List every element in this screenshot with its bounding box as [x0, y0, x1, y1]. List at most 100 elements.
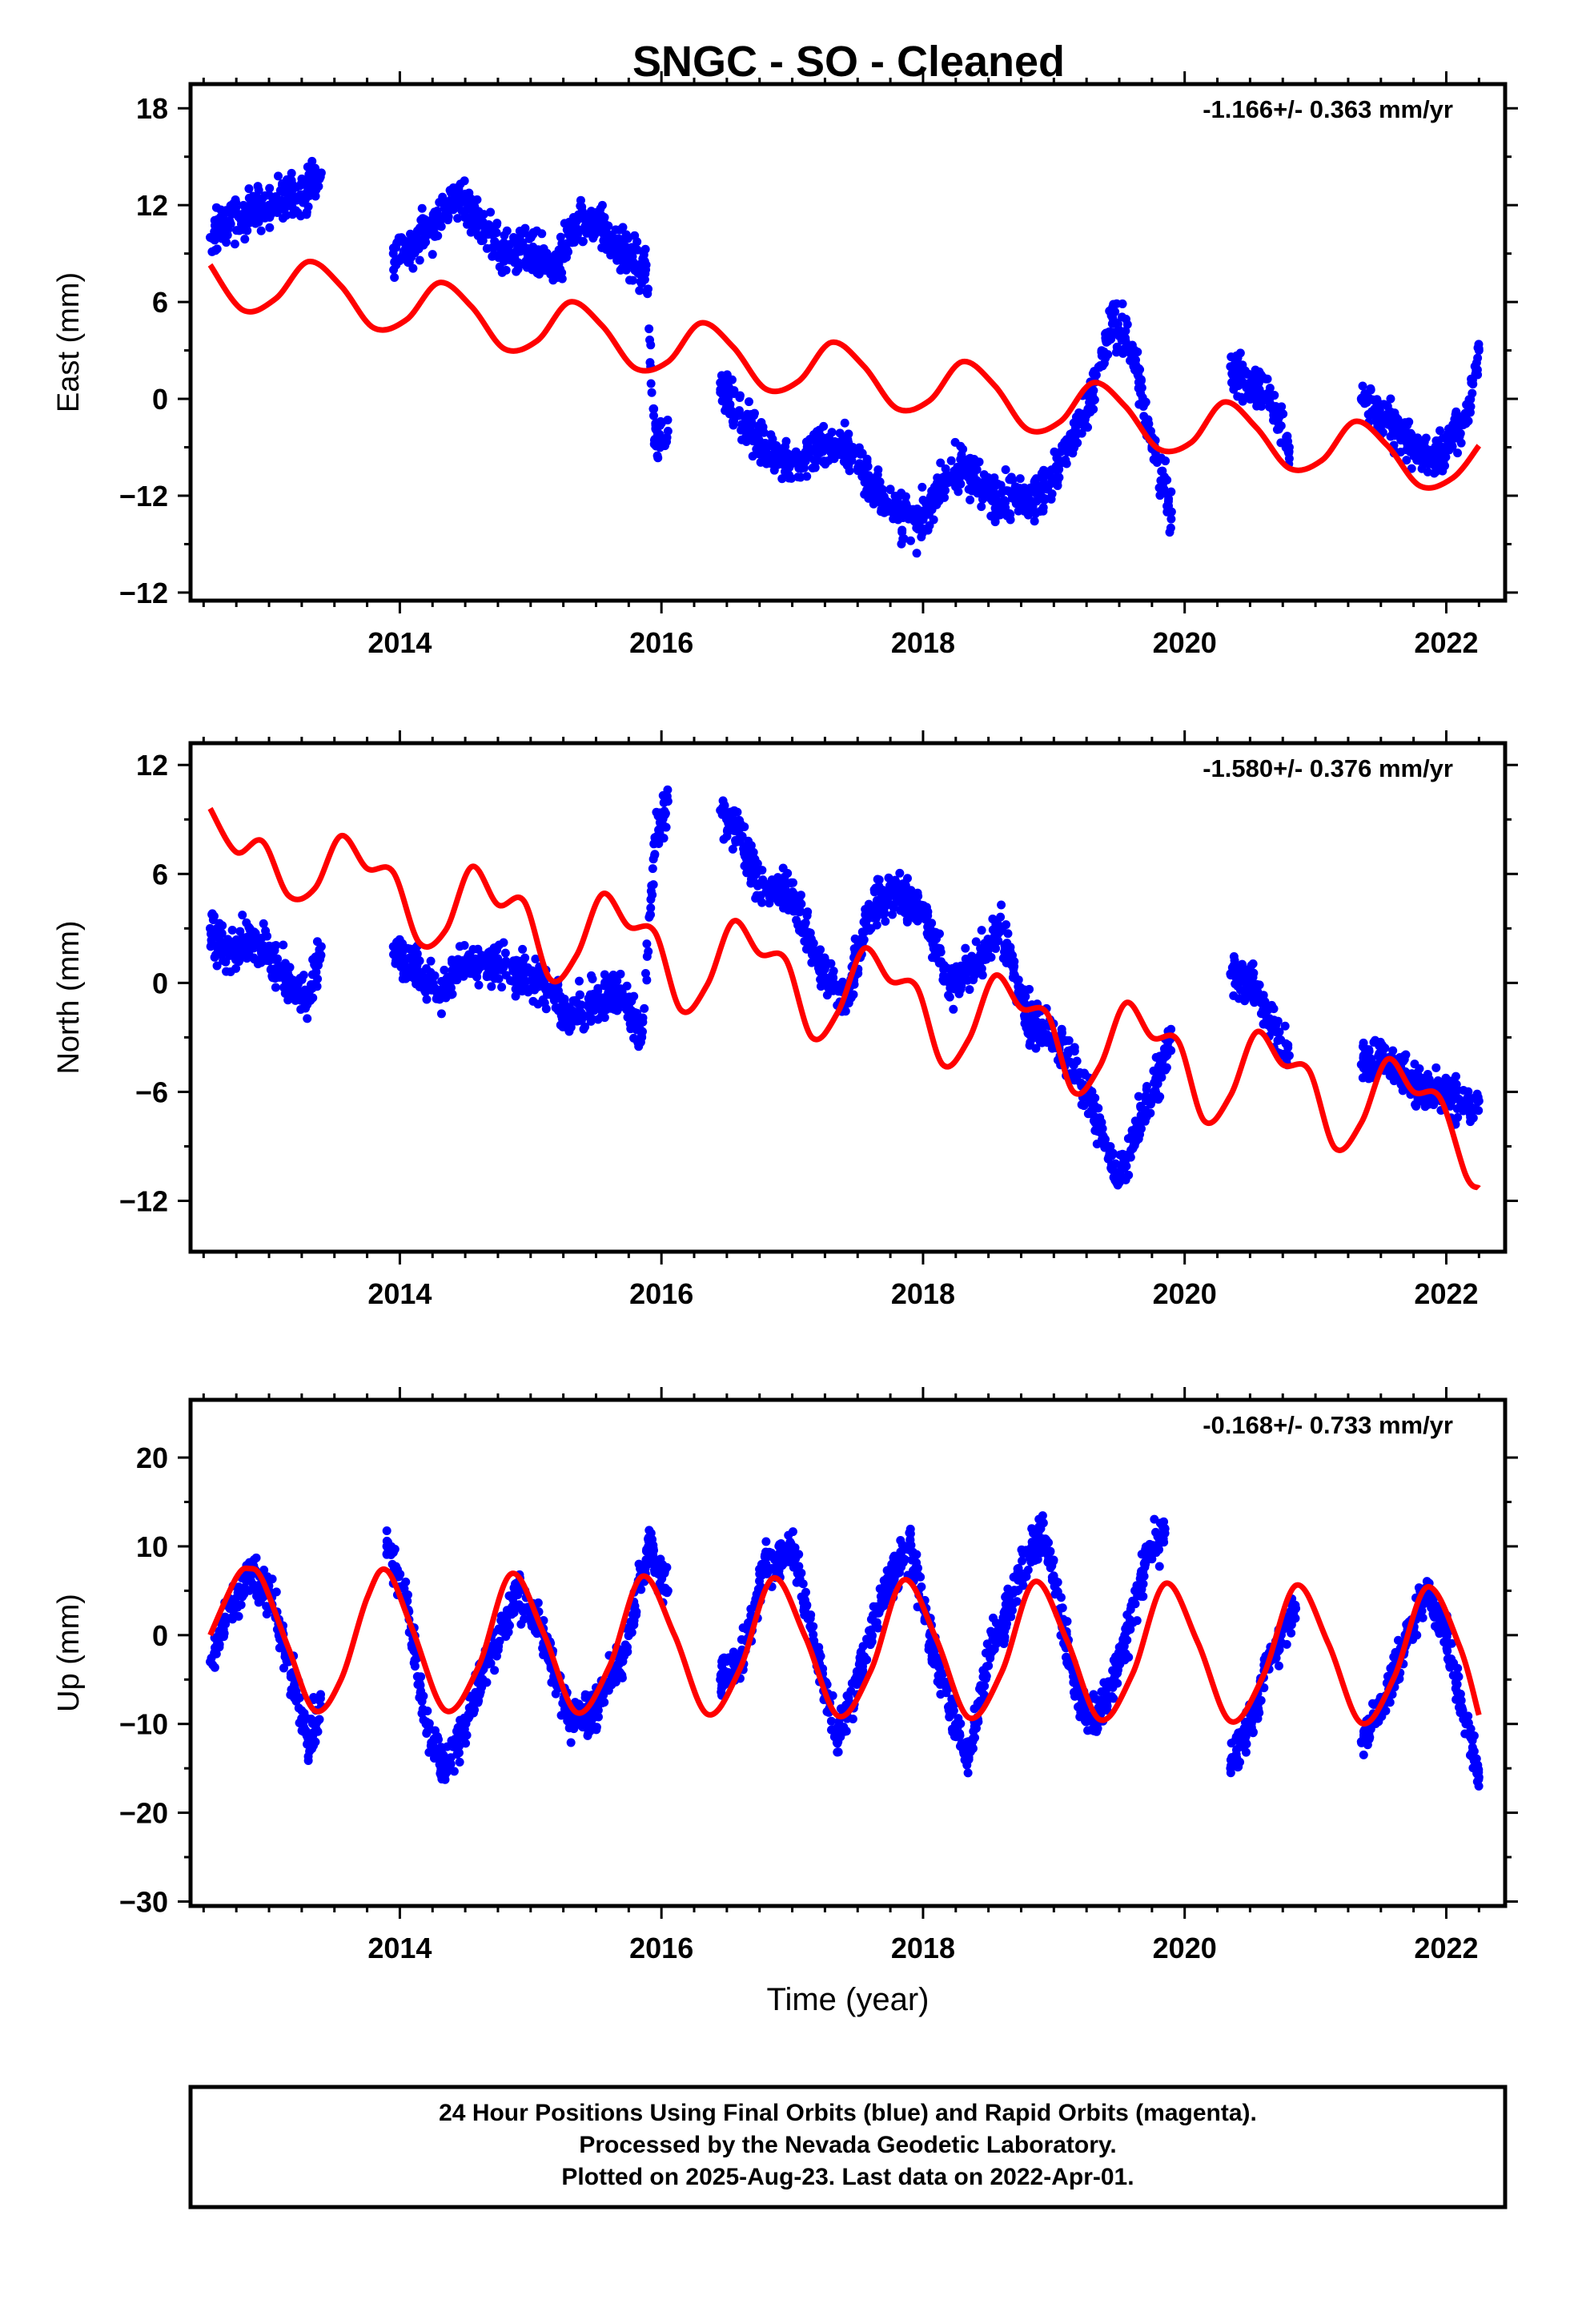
east-data-point: [1474, 344, 1484, 353]
east-data-point: [729, 416, 739, 425]
north-data-point: [295, 993, 305, 1003]
north-x-tick-label: 2016: [629, 1277, 693, 1310]
north-data-point: [814, 963, 824, 972]
north-data-point: [575, 990, 584, 999]
east-data-point: [391, 243, 401, 252]
east-data-point: [827, 428, 837, 437]
north-data-point: [259, 919, 268, 928]
east-model-curve: [207, 259, 1482, 491]
up-data-point: [305, 1731, 315, 1740]
north-data-point: [1415, 1064, 1424, 1074]
east-data-point: [1090, 395, 1099, 404]
north-data-point: [410, 968, 420, 978]
north-data-point: [1233, 981, 1243, 991]
east-data-point: [950, 473, 960, 483]
north-rate-label: -1.580+/- 0.376 mm/yr: [1203, 754, 1453, 782]
east-data-point: [417, 203, 427, 213]
east-data-point: [618, 223, 628, 232]
north-data-point: [1095, 1113, 1105, 1123]
north-data-point: [1251, 993, 1261, 1003]
east-data-point: [624, 275, 634, 285]
east-data-point: [1451, 432, 1460, 442]
north-data-point: [954, 967, 964, 977]
north-data-point: [1413, 1094, 1423, 1104]
east-data-point: [1039, 495, 1049, 505]
north-data-point: [652, 807, 661, 817]
east-data-point: [1431, 436, 1441, 445]
north-data-point: [245, 925, 255, 935]
north-data-point: [597, 999, 607, 1009]
east-data-point: [649, 411, 659, 420]
north-data-point: [474, 980, 484, 990]
up-y-tick-label: −10: [119, 1708, 168, 1741]
north-data-point: [1162, 1063, 1171, 1072]
east-data-point: [1119, 347, 1129, 356]
east-data-point: [1391, 428, 1401, 438]
north-data-point: [238, 911, 247, 920]
east-data-point: [869, 499, 878, 509]
east-data-point: [893, 501, 903, 511]
east-data-point: [652, 451, 662, 460]
north-data-point: [872, 920, 881, 930]
east-data-point: [808, 463, 817, 472]
east-data-point: [744, 411, 753, 420]
north-data-point: [211, 927, 220, 936]
east-data-point: [1015, 474, 1025, 484]
east-data-point: [226, 219, 235, 229]
north-data-point: [629, 1033, 639, 1043]
north-data-point: [661, 810, 670, 819]
north-data-point: [496, 965, 506, 975]
north-data-point: [226, 967, 235, 977]
north-x-tick-label: 2020: [1153, 1277, 1217, 1310]
east-data-point: [1060, 437, 1070, 447]
east-data-point: [288, 196, 298, 206]
up-data-point: [295, 1718, 304, 1727]
east-data-point: [803, 440, 813, 449]
east-data-point: [259, 203, 268, 213]
east-data-point: [216, 205, 226, 215]
north-data-point: [1366, 1054, 1375, 1063]
north-data-point: [929, 943, 938, 953]
north-data-point: [570, 1011, 580, 1020]
north-data-point: [642, 951, 652, 961]
east-data-point: [531, 245, 540, 255]
up-data-point: [441, 1769, 451, 1779]
east-data-point: [304, 170, 314, 179]
north-data-point: [532, 969, 541, 979]
east-data-point: [966, 495, 975, 505]
up-data-point: [303, 1751, 313, 1761]
north-data-point: [236, 951, 246, 961]
north-data-point: [268, 973, 278, 983]
east-data-point: [416, 215, 426, 225]
east-data-point: [791, 447, 801, 456]
east-data-point: [1384, 408, 1394, 417]
north-data-point: [1431, 1063, 1441, 1072]
north-data-point: [992, 937, 1002, 947]
north-data-point: [1247, 961, 1256, 971]
north-data-point: [753, 859, 762, 869]
east-data-point: [652, 441, 661, 451]
up-data-point: [416, 1680, 425, 1690]
east-data-point: [779, 449, 789, 459]
up-data-point: [219, 1613, 229, 1622]
east-data-point: [1060, 456, 1070, 465]
east-data-point: [215, 212, 225, 222]
east-data-point: [854, 460, 864, 470]
east-data-point: [1166, 487, 1176, 497]
north-data-point: [506, 975, 516, 985]
east-data-point: [936, 458, 946, 468]
north-data-point: [1151, 1052, 1161, 1062]
north-data-point: [460, 941, 469, 951]
north-data-point: [1116, 1172, 1126, 1182]
east-data-point: [231, 195, 240, 205]
north-data-point: [299, 971, 308, 980]
north-data-point: [764, 880, 773, 890]
north-data-point: [1238, 959, 1247, 969]
east-data-point: [1282, 432, 1291, 442]
north-data-point: [1425, 1080, 1435, 1089]
north-data-point: [841, 1007, 850, 1016]
east-data-point: [577, 207, 587, 216]
east-data-point: [1166, 514, 1176, 524]
north-data-point: [597, 1007, 607, 1016]
